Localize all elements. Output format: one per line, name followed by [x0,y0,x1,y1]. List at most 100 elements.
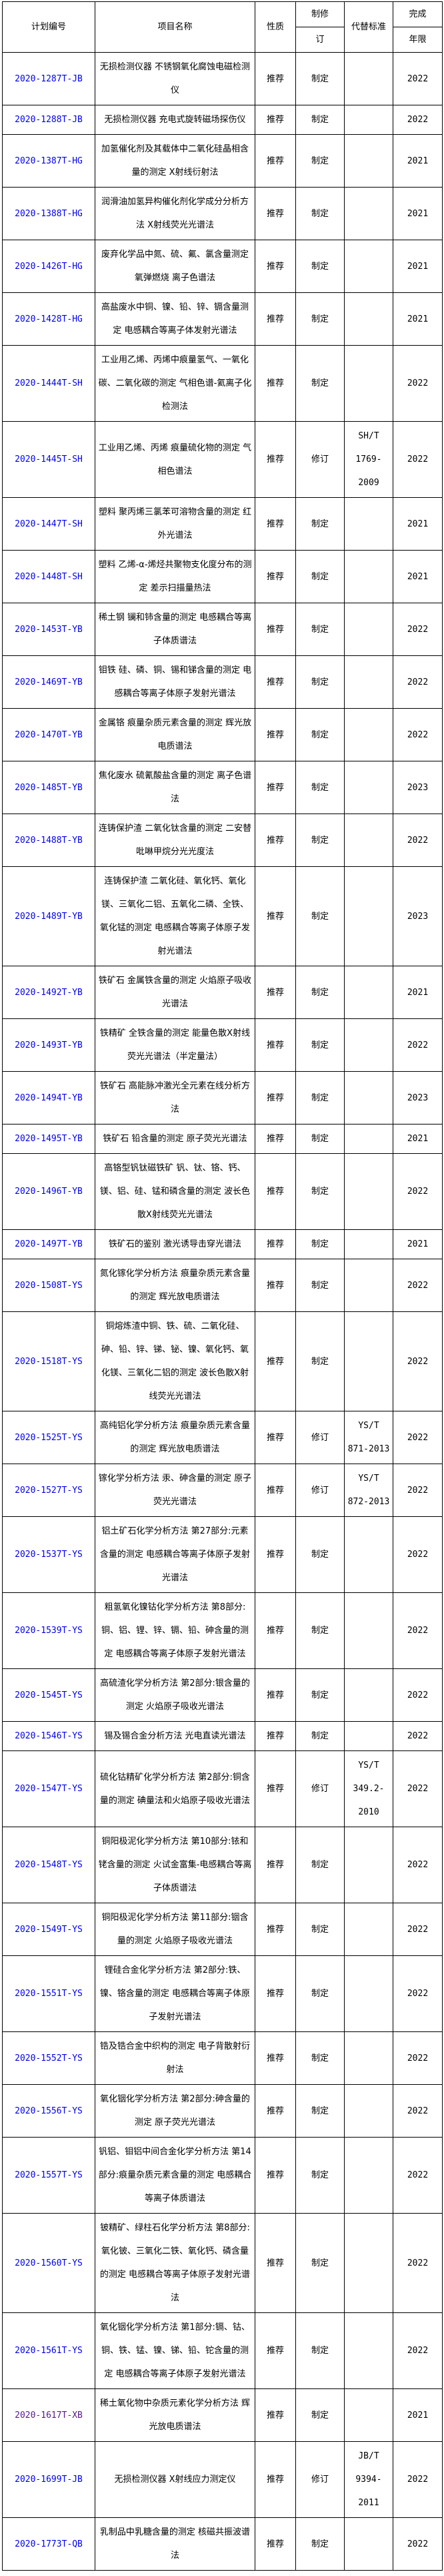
project-name-cell: 铜阳极泥化学分析方法 第11部分:铟含量的测定 火焰原子吸收光谱法 [95,1903,255,1956]
plan-no-link[interactable]: 2020-1548T-YS [15,1860,83,1870]
completion-year-cell: 2021 [393,240,443,293]
plan-no-link[interactable]: 2020-1556T-YS [15,2106,83,2116]
revision-cell: 制定 [295,2517,345,2571]
table-row: 2020-1518T-YS 铜熔炼渣中铜、铁、硫、二氧化硅、砷、铅、锌、锑、铋、镍… [2,1311,443,1411]
revision-cell: 制定 [295,497,345,551]
plan-no-link[interactable]: 2020-1485T-YB [15,782,83,793]
replaced-standard-cell [344,187,393,240]
plan-no-cell: 2020-1552T-YS [2,2031,95,2085]
completion-year-cell: 2021 [393,1229,443,1259]
plan-no-link[interactable]: 2020-1508T-YS [15,1280,83,1291]
completion-year-cell: 2022 [393,1259,443,1312]
plan-no-cell: 2020-1492T-YB [2,966,95,1019]
nature-cell: 推荐 [255,1750,296,1827]
revision-cell: 修订 [295,1750,345,1827]
header-project-name: 项目名称 [95,1,255,53]
project-name-cell: 氧化铟化学分析方法 第1部分:镉、钴、铜、铁、锰、镍、锑、铅、铊含量的测定 电感… [95,2312,255,2389]
project-name-cell: 铜阳极泥化学分析方法 第10部分:铱和铑含量的测定 火试金富集-电感耦合等离子体… [95,1827,255,1903]
revision-cell: 制定 [295,2213,345,2313]
plan-no-link[interactable]: 2020-1537T-YS [15,1550,83,1560]
plan-no-link[interactable]: 2020-1388T-HG [15,208,83,219]
plan-no-link[interactable]: 2020-1447T-SH [15,519,83,529]
plan-no-link[interactable]: 2020-1444T-SH [15,378,83,388]
nature-cell: 推荐 [255,966,296,1019]
plan-no-link[interactable]: 2020-1560T-YS [15,2258,83,2268]
table-row: 2020-1546T-YS 锡及锡合金分析方法 光电直读光谱法 推荐 制定 2022 [2,1721,443,1751]
plan-no-cell: 2020-1445T-SH [2,421,95,498]
table-row: 2020-1387T-HG 加氢催化剂及其载体中二氧化硅晶相含量的测定 X射线衍射… [2,134,443,188]
plan-no-link[interactable]: 2020-1557T-YS [15,2170,83,2180]
plan-no-link[interactable]: 2020-1617T-XB [15,2410,83,2421]
plan-no-link[interactable]: 2020-1496T-YB [15,1187,83,1197]
plan-no-cell: 2020-1557T-YS [2,2137,95,2214]
plan-no-link[interactable]: 2020-1492T-YB [15,987,83,998]
plan-no-link[interactable]: 2020-1287T-JB [15,73,83,84]
plan-no-link[interactable]: 2020-1518T-YS [15,1356,83,1367]
nature-cell: 推荐 [255,105,296,135]
plan-no-link[interactable]: 2020-1546T-YS [15,1731,83,1741]
plan-no-link[interactable]: 2020-1288T-JB [15,115,83,125]
plan-no-link[interactable]: 2020-1428T-HG [15,314,83,324]
completion-year-cell: 2022 [393,1516,443,1593]
table-row: 2020-1773T-QB 乳制品中乳糖含量的测定 核磁共振波谱法 推荐 制定 2022 [2,2517,443,2571]
plan-no-link[interactable]: 2020-1525T-YS [15,1432,83,1443]
plan-no-cell: 2020-1495T-YB [2,1124,95,1154]
plan-no-cell: 2020-1556T-YS [2,2084,95,2138]
plan-no-link[interactable]: 2020-1699T-JB [15,2475,83,2485]
plan-no-link[interactable]: 2020-1488T-YB [15,835,83,846]
table-row: 2020-1494T-YB 铁矿石 高能脉冲激光全元素在线分析方法 推荐 制定 2023 [2,1071,443,1124]
plan-no-link[interactable]: 2020-1549T-YS [15,1924,83,1935]
plan-no-link[interactable]: 2020-1489T-YB [15,911,83,922]
plan-no-link[interactable]: 2020-1469T-YB [15,677,83,687]
table-row: 2020-1496T-YB 高铬型钒钛磁铁矿 钒、钛、铬、钙、镁、铝、硅、锰和磷含… [2,1153,443,1230]
project-name-cell: 镓化学分析方法 汞、砷含量的测定 原子荧光光谱法 [95,1464,255,1517]
table-row: 2020-1428T-HG 高盐废水中铜、镍、铅、锌、镉含量测定 电感耦合等离子体… [2,292,443,346]
plan-no-link[interactable]: 2020-1552T-YS [15,2053,83,2063]
table-row: 2020-1426T-HG 废弃化学品中氮、硫、氟、氯含量测定 氧弹燃烧 离子色谱… [2,240,443,293]
completion-year-cell: 2022 [393,2517,443,2571]
plan-no-link[interactable]: 2020-1426T-HG [15,261,83,272]
project-name-cell: 塑料 聚丙烯三氯苯可溶物含量的测定 红外光谱法 [95,497,255,551]
table-row: 2020-1527T-YS 镓化学分析方法 汞、砷含量的测定 原子荧光光谱法 推荐修… [2,1464,443,1517]
completion-year-cell: 2022 [393,814,443,867]
completion-year-cell: 2022 [393,1311,443,1411]
plan-no-link[interactable]: 2020-1494T-YB [15,1092,83,1103]
plan-no-link[interactable]: 2020-1493T-YB [15,1040,83,1050]
replaced-standard-cell [344,1018,393,1072]
project-name-cell: 乳制品中乳糖含量的测定 核磁共振波谱法 [95,2517,255,2571]
revision-cell: 制定 [295,1124,345,1154]
plan-no-link[interactable]: 2020-1448T-SH [15,571,83,582]
table-row: 2020-1525T-YS 高纯铝化学分析方法 痕量杂质元素含量的测定 辉光放电质… [2,1411,443,1464]
table-row: 2020-1492T-YB 铁矿石 金属铁含量的测定 火焰原子吸收光谱法 推荐 制定 2… [2,966,443,1019]
revision-cell: 制定 [295,1259,345,1312]
plan-no-link[interactable]: 2020-1470T-YB [15,729,83,740]
revision-cell: 制定 [295,240,345,293]
replaced-standard-cell [344,1516,393,1593]
replaced-standard-cell [344,2031,393,2085]
plan-no-link[interactable]: 2020-1545T-YS [15,1690,83,1700]
plan-no-cell: 2020-1617T-XB [2,2388,95,2442]
project-name-cell: 铁矿石 金属铁含量的测定 火焰原子吸收光谱法 [95,966,255,1019]
plan-no-link[interactable]: 2020-1445T-SH [15,454,83,464]
revision-cell: 修订 [295,1411,345,1464]
nature-cell: 推荐 [255,2441,296,2518]
plan-no-link[interactable]: 2020-1551T-YS [15,1989,83,1999]
plan-no-cell: 2020-1470T-YB [2,708,95,761]
plan-no-link[interactable]: 2020-1387T-HG [15,155,83,166]
plan-no-link[interactable]: 2020-1495T-YB [15,1134,83,1144]
plan-no-link[interactable]: 2020-1539T-YS [15,1626,83,1636]
replaced-standard-cell [344,1668,393,1722]
completion-year-cell: 2021 [393,966,443,1019]
project-name-cell: 硫化钴精矿化学分析方法 第2部分:铜含量的测定 碘量法和火焰原子吸收光谱法 [95,1750,255,1827]
plan-no-link[interactable]: 2020-1561T-YS [15,2346,83,2356]
completion-year-cell: 2022 [393,2213,443,2313]
plan-no-link[interactable]: 2020-1547T-YS [15,1784,83,1794]
completion-year-cell: 2022 [393,52,443,105]
plan-no-link[interactable]: 2020-1527T-YS [15,1485,83,1496]
completion-year-cell: 2022 [393,1592,443,1669]
completion-year-cell: 2022 [393,1018,443,1072]
plan-no-link[interactable]: 2020-1773T-QB [15,2539,83,2549]
nature-cell: 推荐 [255,1827,296,1903]
plan-no-link[interactable]: 2020-1453T-YB [15,624,83,635]
plan-no-link[interactable]: 2020-1497T-YB [15,1239,83,1249]
